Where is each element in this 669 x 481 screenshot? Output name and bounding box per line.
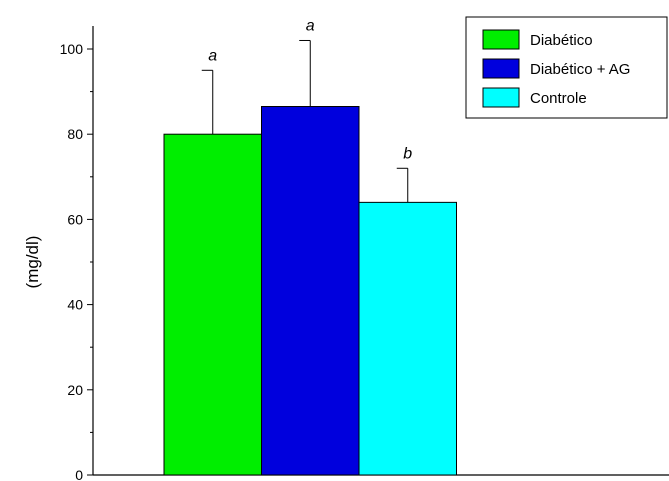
bar-1 (163, 133, 262, 476)
legend-label-3: Controle (530, 90, 587, 107)
error-bars (201, 39, 409, 203)
significance-labels: a a b (208, 17, 412, 162)
y-tick-label: 20 (67, 382, 83, 398)
significance-label-2: a (306, 17, 315, 34)
legend-swatch-2 (482, 58, 520, 79)
legend-swatch-1 (482, 29, 520, 50)
significance-label-1: a (208, 47, 217, 64)
y-tick-label: 100 (60, 41, 84, 57)
y-tick-label: 40 (67, 297, 83, 313)
y-axis-label: (mg/dl) (23, 236, 42, 289)
legend-label-1: Diabético (530, 32, 593, 49)
legend-label-2: Diabético + AG (530, 61, 630, 78)
legend-swatch-3 (482, 87, 520, 108)
legend: Diabético Diabético + AG Controle (465, 16, 668, 119)
bars (163, 106, 457, 476)
bar-3 (358, 201, 457, 476)
significance-label-3: b (403, 145, 412, 162)
bar-2 (261, 106, 360, 476)
y-tick-label: 80 (67, 126, 83, 142)
y-tick-label: 0 (75, 467, 83, 481)
y-tick-label: 60 (67, 211, 83, 227)
